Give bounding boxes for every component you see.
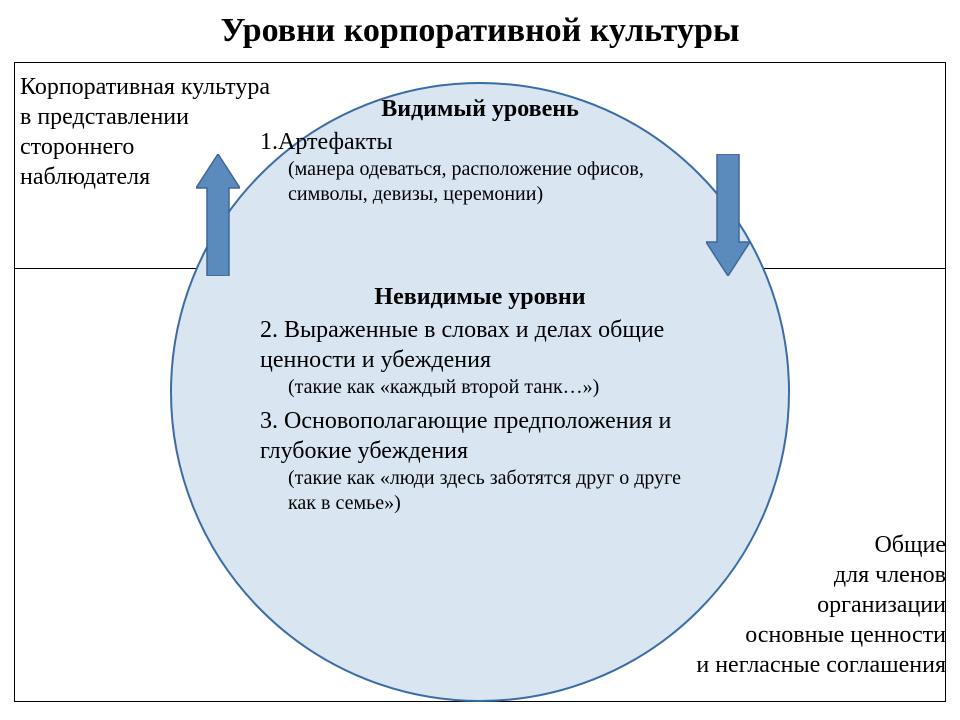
arrow-down-icon (706, 154, 750, 276)
invisible-levels-block: Невидимые уровни 2. Выраженные в словах … (260, 284, 700, 516)
label-line: для членов (696, 560, 946, 590)
item-detail: (манера одеваться, расположение офисов, … (260, 157, 700, 207)
members-label: Общиедля членоворганизацииосновные ценно… (696, 530, 946, 680)
visible-level-block: Видимый уровень 1.Артефакты (манера одев… (260, 96, 700, 207)
item-lead: Основополагающие предположения и глубоки… (260, 408, 671, 464)
label-line: Корпоративная культура (20, 72, 270, 102)
visible-level-item: 1.Артефакты (манера одеваться, расположе… (260, 127, 700, 207)
page-title: Уровни корпоративной культуры (0, 12, 960, 50)
label-line: основные ценности (696, 620, 946, 650)
arrow-up-icon (196, 154, 240, 276)
invisible-levels-title: Невидимые уровни (260, 284, 700, 311)
item-lead: Выраженные в словах и делах общие ценнос… (260, 317, 664, 373)
item-detail: (такие как «каждый второй танк…») (260, 375, 700, 400)
item-detail: (такие как «люди здесь заботятся друг о … (260, 466, 700, 516)
diagram-stage: Уровни корпоративной культуры Видимый ур… (0, 0, 960, 720)
label-line: Общие (696, 530, 946, 560)
label-line: организации (696, 590, 946, 620)
invisible-item-3: 3. Основополагающие предположения и глуб… (260, 406, 700, 516)
visible-level-title: Видимый уровень (260, 96, 700, 123)
label-line: и негласные соглашения (696, 650, 946, 680)
invisible-item-2: 2. Выраженные в словах и делах общие цен… (260, 315, 700, 400)
item-number: 2. (260, 317, 284, 343)
label-line: в представлении (20, 102, 270, 132)
item-lead: Артефакты (278, 129, 393, 155)
item-number: 3. (260, 408, 284, 434)
